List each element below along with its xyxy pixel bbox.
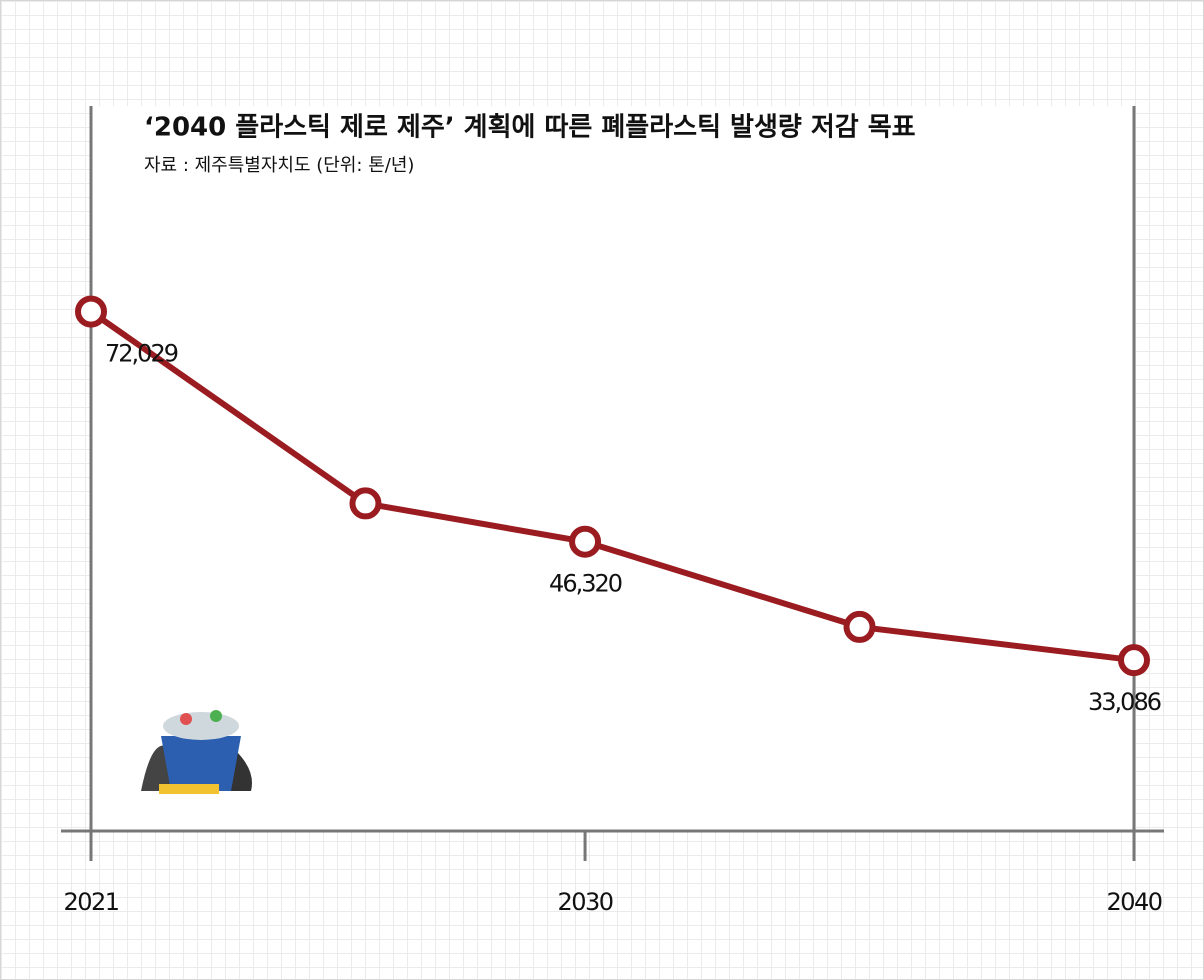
value-label: 72,029 <box>105 340 178 368</box>
data-point <box>843 610 876 643</box>
data-point <box>75 295 107 328</box>
data-point <box>1118 644 1150 677</box>
x-tick-label: 2021 <box>63 888 118 916</box>
data-point <box>569 525 602 558</box>
trash-icon <box>141 710 252 794</box>
chart-subtitle: 자료 : 제주특별자치도 (단위: 톤/년) <box>144 155 414 176</box>
value-label: 46,320 <box>549 570 622 598</box>
data-point <box>349 487 382 520</box>
x-tick-label: 2030 <box>558 888 613 916</box>
x-tick-label: 2040 <box>1106 888 1161 916</box>
chart-title: ‘2040 플라스틱 제로 제주’ 계획에 따른 폐플라스틱 발생량 저감 목표 <box>144 113 916 143</box>
value-label: 33,086 <box>1088 688 1161 716</box>
plot-area <box>91 106 1134 831</box>
